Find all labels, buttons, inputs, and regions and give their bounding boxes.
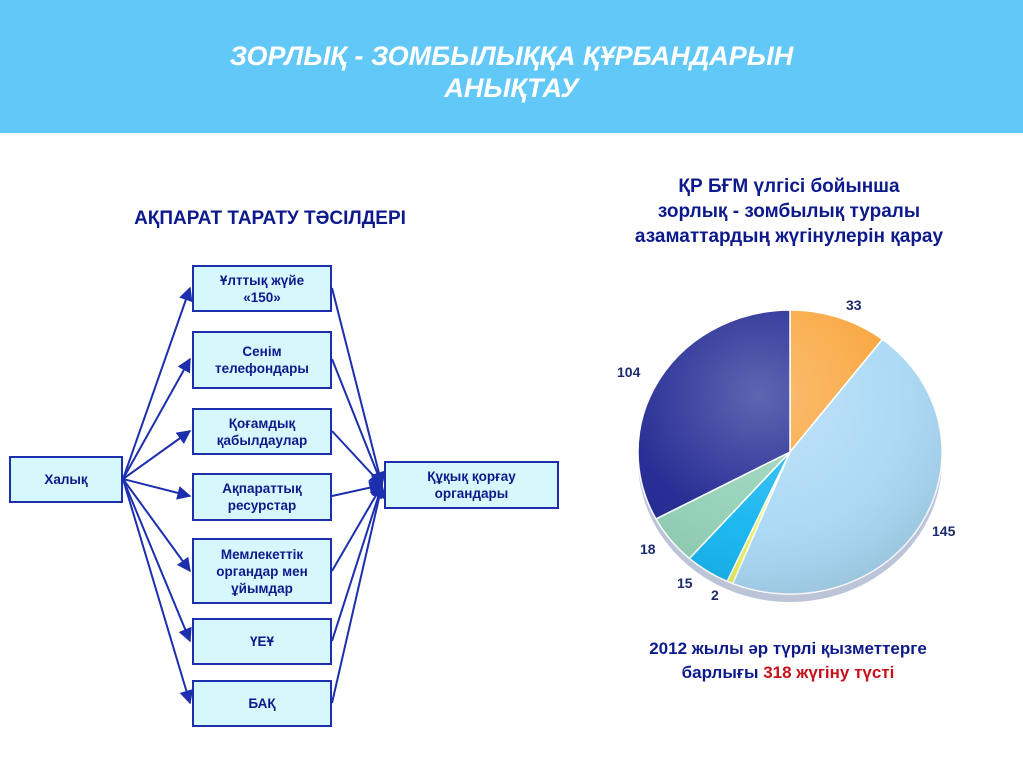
channel-line: органдар мен	[216, 563, 308, 579]
arrow-from-hotlines	[331, 358, 384, 487]
pie-label-15: 15	[677, 575, 693, 591]
chart-caption: 2012 жылы әр түрлі қызметтерге барлығы 3…	[588, 637, 988, 685]
page-title-line-1: ЗОРЛЫҚ - ЗОМБЫЛЫҚҚА ҚҰРБАНДАРЫН	[229, 41, 794, 71]
channel-box-public-receptions: Қоғамдық қабылдаулар	[192, 408, 332, 455]
caption-total-highlight: 318 жүгіну түсті	[763, 663, 895, 682]
channel-line: ресурстар	[227, 498, 297, 513]
channel-line: ұйымдар	[231, 580, 293, 596]
chart-title-line-3: азаматтардың жүгінулерін қарау	[634, 226, 944, 247]
chart-title-line-2: зорлық - зомбылық туралы	[657, 201, 921, 222]
arrow-to-hotlines	[122, 357, 191, 480]
arrow-to-media	[122, 478, 194, 705]
arrow-from-media	[331, 483, 387, 704]
pie-label-145: 145	[932, 523, 956, 539]
target-box-law-enforcement: Құқық қорғау органдары	[384, 461, 559, 509]
arrow-to-ngo	[122, 478, 192, 643]
channel-line: Сенім	[242, 344, 282, 359]
channel-line: қабылдаулар	[216, 432, 308, 448]
page-title-line-2: АНЫҚТАУ	[444, 73, 579, 103]
chart-caption-line-2: барлығы 318 жүгіну түсті	[588, 661, 988, 685]
channel-box-hotlines: Сенім телефондары	[192, 331, 332, 389]
title-banner: ЗОРЛЫҚ - ЗОМБЫЛЫҚҚА ҚҰРБАНДАРЫН АНЫҚТАУ	[0, 0, 1023, 133]
channel-box-ngo: ҮЕҰ	[192, 618, 332, 665]
chart-caption-line-1: 2012 жылы әр түрлі қызметтерге	[649, 639, 927, 658]
page-title: ЗОРЛЫҚ - ЗОМБЫЛЫҚҚА ҚҰРБАНДАРЫН АНЫҚТАУ	[0, 40, 1023, 104]
arrow-from-state-bodies	[331, 483, 383, 572]
pie-label-104: 104	[617, 364, 641, 380]
channel-box-national-system: Ұлттық жүйе «150»	[192, 265, 332, 312]
caption-prefix: барлығы	[681, 663, 759, 682]
arrow-from-public-receptions	[331, 430, 383, 487]
channel-line: ҮЕҰ	[249, 634, 275, 649]
channel-box-info-resources: Ақпараттық ресурстар	[192, 473, 332, 521]
channel-line: Ақпараттық	[222, 481, 302, 496]
chart-title: ҚР БҒМ үлгісі бойынша зорлық - зомбылық …	[584, 174, 994, 249]
source-box-halyq: Халық	[9, 456, 123, 503]
channel-line: «150»	[243, 289, 281, 305]
pie-label-2: 2	[711, 587, 719, 603]
channel-line: телефондары	[215, 361, 309, 376]
arrow-to-state-bodies	[122, 478, 191, 573]
pie-highlight	[638, 310, 942, 594]
arrow-to-national-system	[122, 286, 193, 480]
channel-line: Ұлттық жүйе	[219, 272, 305, 288]
arrow-from-national-system	[331, 287, 386, 487]
target-line: органдары	[434, 486, 509, 501]
arrow-to-public-receptions	[122, 430, 192, 480]
source-box-label: Халық	[44, 472, 88, 487]
channel-box-state-bodies: Мемлекеттік органдар мен ұйымдар	[192, 538, 332, 604]
target-line: Құқық қорғау	[427, 469, 516, 484]
channel-line: БАҚ	[248, 696, 276, 711]
pie-label-33: 33	[846, 297, 862, 313]
arrow-to-info-resources	[122, 478, 192, 500]
pie-label-18: 18	[640, 541, 656, 557]
channel-line: Мемлекеттік	[220, 546, 304, 562]
channel-line: Қоғамдық	[228, 415, 296, 431]
chart-title-line-1: ҚР БҒМ үлгісі бойынша	[678, 176, 900, 197]
diagram-title: АҚПАРАТ ТАРАТУ ТӘСІЛДЕРІ	[134, 208, 406, 229]
channel-box-media: БАҚ	[192, 680, 332, 727]
arrow-from-ngo	[331, 483, 385, 642]
